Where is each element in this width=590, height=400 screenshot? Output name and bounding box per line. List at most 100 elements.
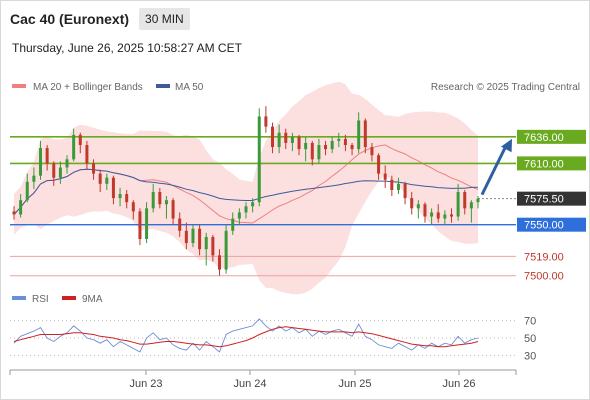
- candle-body: [78, 134, 82, 146]
- candle-8: [65, 155, 69, 174]
- candle-body: [171, 200, 175, 219]
- rsi-panel: 70 50 30: [10, 316, 536, 362]
- x-tick-label-0: Jun 23: [129, 378, 162, 390]
- candle-14: [105, 173, 109, 190]
- candle-body: [39, 148, 43, 176]
- candle-body: [251, 202, 255, 207]
- current-price-badge: [517, 191, 586, 206]
- candle-body: [304, 142, 308, 150]
- candle-body: [118, 194, 122, 199]
- candle-25: [178, 212, 182, 237]
- candle-body: [337, 138, 341, 141]
- candle-body: [178, 218, 182, 231]
- candle-body: [383, 173, 387, 180]
- instrument-title: Cac 40 (Euronext): [10, 11, 130, 27]
- candle-body: [357, 120, 361, 150]
- rsi-tick-30: 30: [524, 350, 536, 362]
- candle-17: [125, 189, 129, 209]
- candle-body: [32, 175, 36, 182]
- candle-body: [476, 198, 480, 203]
- candle-41: [284, 128, 288, 150]
- candle-body: [469, 202, 473, 209]
- candle-32: [224, 224, 228, 274]
- candle-body: [396, 183, 400, 190]
- level-label-7550.00: 7550.00: [524, 220, 564, 232]
- candle-body: [343, 138, 347, 146]
- candle-24: [171, 198, 175, 225]
- candle-16: [118, 187, 122, 207]
- candle-36: [251, 198, 255, 213]
- candle-11: [85, 140, 89, 170]
- candle-body: [105, 177, 109, 184]
- candle-20: [145, 202, 149, 244]
- candle-body: [72, 134, 76, 160]
- interval-badge[interactable]: 30 MIN: [139, 8, 190, 30]
- rsi-legend-swatch: [12, 296, 26, 300]
- candle-28: [198, 224, 202, 256]
- candle-59: [403, 181, 407, 205]
- candle-61: [416, 200, 420, 219]
- candle-45: [310, 140, 314, 166]
- candle-26: [184, 222, 188, 250]
- candle-body: [19, 200, 23, 215]
- candle-body: [277, 132, 281, 148]
- candle-body: [198, 228, 202, 250]
- projection-arrow: [480, 138, 512, 196]
- candle-49: [337, 132, 341, 148]
- candle-43: [297, 134, 301, 156]
- candle-body: [217, 255, 221, 270]
- x-tick-label-3: Jun 26: [442, 378, 475, 390]
- candle-body: [463, 192, 467, 209]
- chart-datetime: Thursday, June 26, 2025 10:58:27 AM CET: [12, 41, 242, 55]
- candle-69: [469, 200, 473, 223]
- rsi-ma-legend-swatch: [62, 296, 76, 300]
- candle-64: [436, 204, 440, 223]
- candle-60: [410, 192, 414, 215]
- candle-body: [403, 183, 407, 199]
- candle-10: [78, 132, 82, 154]
- candle-42: [290, 132, 294, 152]
- candle-body: [204, 236, 208, 250]
- level-label-7519.00: 7519.00: [524, 251, 564, 263]
- candle-44: [304, 136, 308, 162]
- bollinger-fill: [14, 81, 478, 295]
- arrow-head: [501, 138, 512, 153]
- rsi-legend: RSI 9MA: [12, 294, 103, 305]
- source-label: Research © 2025 Trading Central: [431, 82, 580, 93]
- rsi-ma-legend-label: 9MA: [82, 294, 103, 305]
- candle-body: [25, 181, 29, 201]
- candle-body: [138, 211, 142, 239]
- price-legend: MA 20 + Bollinger Bands MA 50 Research ©…: [12, 82, 580, 93]
- candle-48: [330, 136, 334, 154]
- candle-body: [416, 204, 420, 209]
- candle-38: [264, 106, 268, 133]
- candle-65: [443, 210, 447, 225]
- level-labels: 7636.00 7610.00 7550.00 7519.00 7500.00 7575.…: [517, 129, 586, 283]
- candle-70: [476, 196, 480, 209]
- candle-34: [237, 208, 241, 225]
- level-badge-7610.00: [517, 156, 586, 171]
- level-label-7636.00: 7636.00: [524, 132, 564, 144]
- candle-body: [244, 206, 248, 213]
- ma20-legend-label: MA 20 + Bollinger Bands: [33, 82, 143, 93]
- rsi-legend-label: RSI: [32, 294, 49, 305]
- candle-47: [324, 140, 328, 156]
- candle-body: [317, 145, 321, 160]
- candle-body: [92, 163, 96, 174]
- candle-37: [257, 108, 261, 207]
- candle-body: [211, 236, 215, 256]
- candle-58: [396, 177, 400, 195]
- candle-body: [191, 228, 195, 244]
- candle-body: [443, 214, 447, 219]
- x-tick-label-2: Jun 25: [338, 378, 371, 390]
- candle-56: [383, 165, 387, 188]
- x-tick-label-1: Jun 24: [233, 378, 266, 390]
- candle-1: [19, 194, 23, 218]
- candle-body: [370, 147, 374, 156]
- x-axis: Jun 23 Jun 24 Jun 25 Jun 26: [9, 369, 517, 390]
- rsi-series-9MA: [13, 326, 479, 348]
- candle-body: [65, 159, 69, 168]
- current-price-label: 7575.50: [524, 194, 564, 206]
- level-badge-7550.00: [517, 217, 586, 232]
